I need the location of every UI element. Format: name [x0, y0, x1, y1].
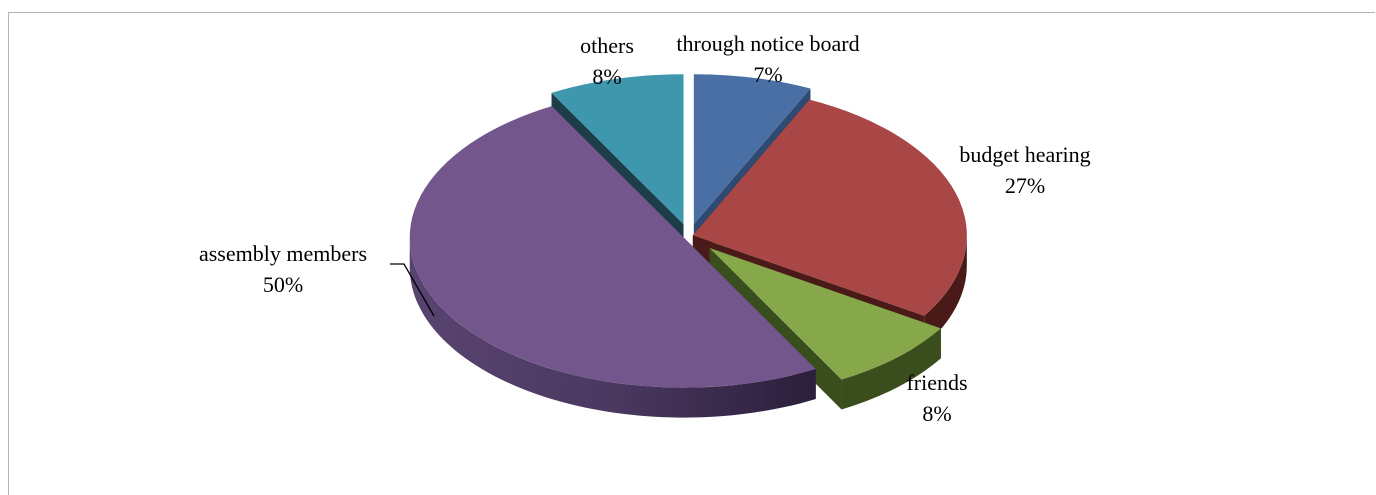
slice-value-through-notice-board: 7% — [753, 62, 782, 87]
slice-value-others: 8% — [592, 64, 621, 89]
slice-label-friends: friends — [906, 370, 967, 395]
slice-value-budget-hearing: 27% — [1005, 173, 1045, 198]
slice-value-friends: 8% — [922, 401, 951, 426]
slice-label-others: others — [580, 33, 634, 58]
pie-tops — [409, 74, 967, 388]
slice-value-assembly-members: 50% — [263, 272, 303, 297]
slice-label-assembly-members: assembly members — [199, 241, 367, 266]
slice-edge-budget-hearing-0 — [924, 235, 967, 346]
slice-budget-hearing — [692, 99, 967, 316]
leader-line-assembly-members — [390, 263, 435, 317]
slice-others — [551, 74, 684, 225]
pie-labels: through notice board 7% budget hearing 2… — [199, 31, 1091, 426]
slice-edge-friends-0 — [841, 328, 941, 410]
slice-label-budget-hearing: budget hearing — [959, 142, 1090, 167]
slice-label-through-notice-board: through notice board — [676, 31, 859, 56]
slice-edge-assembly-members-0 — [409, 237, 816, 418]
slice-friends — [709, 248, 941, 380]
slice-through-notice-board — [693, 74, 811, 225]
slice-assembly-members — [409, 106, 816, 388]
